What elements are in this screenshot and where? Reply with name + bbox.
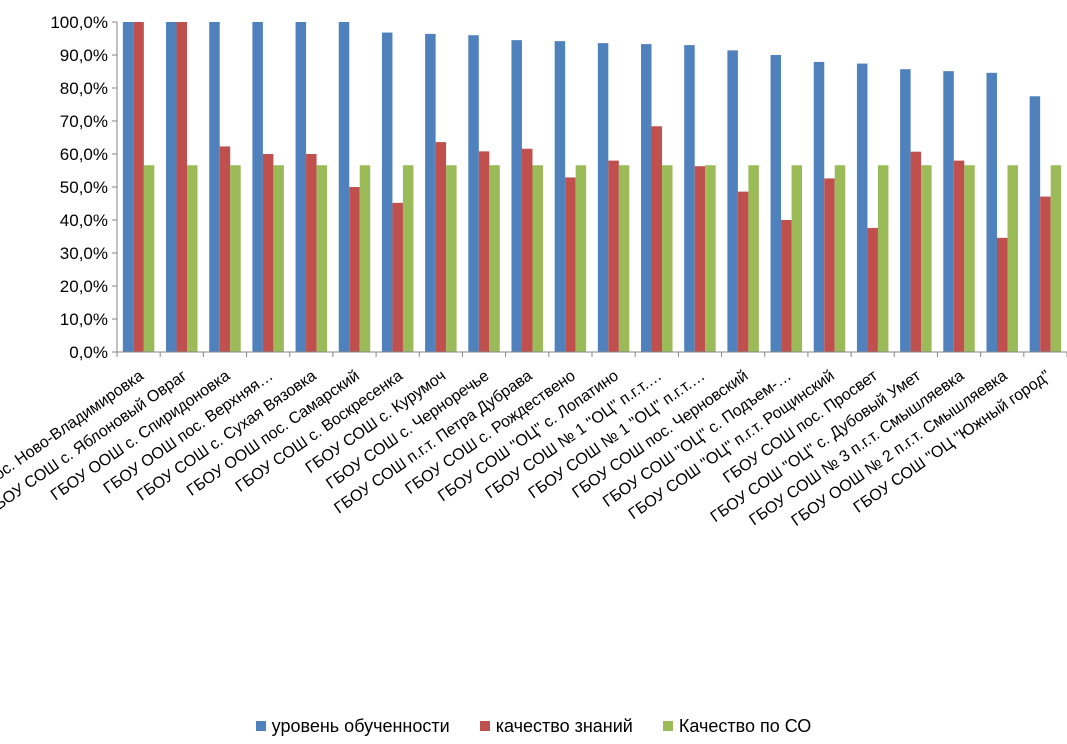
bar-3-11 <box>575 165 587 352</box>
bar-3-4 <box>273 165 284 352</box>
bar-3-12 <box>618 165 630 352</box>
bar-1-7 <box>381 32 393 353</box>
y-tick-label: 0,0% <box>69 343 108 362</box>
legend-label-co: Качество по СО <box>678 715 812 736</box>
legend-label-level: уровень обученности <box>271 715 450 736</box>
bar-2-14 <box>694 166 706 352</box>
bar-2-11 <box>565 177 576 352</box>
legend-label-quality: качество знаний <box>495 715 633 736</box>
bar-1-16 <box>770 55 782 352</box>
bar-1-13 <box>641 44 652 353</box>
bar-1-22 <box>1029 96 1041 352</box>
bar-1-15 <box>727 50 738 352</box>
bar-2-3 <box>219 146 231 352</box>
y-tick-label: 30,0% <box>60 244 108 263</box>
legend-swatch-quality <box>479 721 490 731</box>
bar-3-21 <box>1007 165 1018 352</box>
bar-2-2 <box>176 22 188 352</box>
bar-2-5 <box>306 154 317 352</box>
y-axis: 0,0% 10,0% 20,0% 30,0% 40,0% 50,0% 60,0% 70,0% 8… <box>50 13 118 362</box>
bar-2-21 <box>996 237 1008 352</box>
bar-3-10 <box>532 165 543 352</box>
bar-2-19 <box>910 151 922 352</box>
bar-1-10 <box>511 40 522 353</box>
bar-1-14 <box>684 45 695 352</box>
bar-3-15 <box>748 165 759 352</box>
bar-3-2 <box>187 165 198 352</box>
bar-1-4 <box>252 22 263 352</box>
bar-3-20 <box>964 165 975 352</box>
bar-3-16 <box>791 165 803 352</box>
bar-3-1 <box>143 165 155 352</box>
bar-3-8 <box>446 165 457 352</box>
bar-2-22 <box>1040 196 1051 352</box>
y-tick-label: 100,0% <box>50 13 108 32</box>
legend-item-level: уровень обученности <box>255 715 450 737</box>
bar-3-3 <box>230 165 241 352</box>
bar-3-9 <box>489 165 500 352</box>
bar-2-17 <box>824 178 835 352</box>
y-tick-label: 20,0% <box>60 277 108 296</box>
bar-2-10 <box>521 148 533 352</box>
bar-1-19 <box>900 69 911 352</box>
bar-2-4 <box>262 154 274 352</box>
bar-1-1 <box>122 22 134 352</box>
bar-3-6 <box>359 165 371 352</box>
bar-3-19 <box>921 165 932 352</box>
bar-3-5 <box>316 165 328 352</box>
bar-3-18 <box>877 165 889 352</box>
bar-1-2 <box>166 22 177 352</box>
bar-1-21 <box>986 72 997 352</box>
bar-1-5 <box>295 22 307 352</box>
bar-3-17 <box>834 165 846 352</box>
bar-1-12 <box>597 43 609 353</box>
y-tick-label: 80,0% <box>60 79 108 98</box>
bar-2-18 <box>867 227 878 352</box>
legend-swatch-level <box>255 721 266 731</box>
bar-2-6 <box>349 187 360 352</box>
bar-1-20 <box>943 71 954 353</box>
bar-3-22 <box>1050 165 1062 352</box>
bar-2-20 <box>953 160 965 352</box>
bar-2-13 <box>651 126 663 352</box>
y-tick-label: 90,0% <box>60 46 108 65</box>
legend-swatch-co <box>662 721 673 731</box>
y-tick-label: 10,0% <box>60 310 108 329</box>
bar-1-3 <box>209 22 220 352</box>
bar-2-16 <box>781 220 792 352</box>
bar-chart: 0,0% 10,0% 20,0% 30,0% 40,0% 50,0% 60,0% 70,0% 8… <box>0 13 1067 539</box>
y-tick-label: 50,0% <box>60 178 108 197</box>
bar-1-18 <box>856 63 868 353</box>
legend-item-co: Качество по СО <box>662 715 812 737</box>
y-tick-label: 60,0% <box>60 145 108 164</box>
bar-2-8 <box>435 142 447 352</box>
bar-2-1 <box>133 22 144 352</box>
y-tick-label: 70,0% <box>60 112 108 131</box>
bar-3-7 <box>402 165 414 352</box>
bar-2-9 <box>478 151 490 352</box>
bar-2-12 <box>608 160 619 352</box>
bar-1-11 <box>554 41 566 352</box>
bar-1-6 <box>338 22 350 352</box>
bar-2-15 <box>737 191 749 352</box>
bars <box>122 22 1062 353</box>
bar-1-17 <box>813 61 825 353</box>
y-tick-label: 40,0% <box>60 211 108 230</box>
bar-3-13 <box>662 165 673 352</box>
bar-1-8 <box>425 33 436 352</box>
legend-item-quality: качество знаний <box>479 715 633 737</box>
legend: уровень обученности качество знаний Каче… <box>0 712 1067 740</box>
bar-3-14 <box>705 165 716 352</box>
bar-1-9 <box>468 35 479 352</box>
bar-2-7 <box>392 202 403 352</box>
